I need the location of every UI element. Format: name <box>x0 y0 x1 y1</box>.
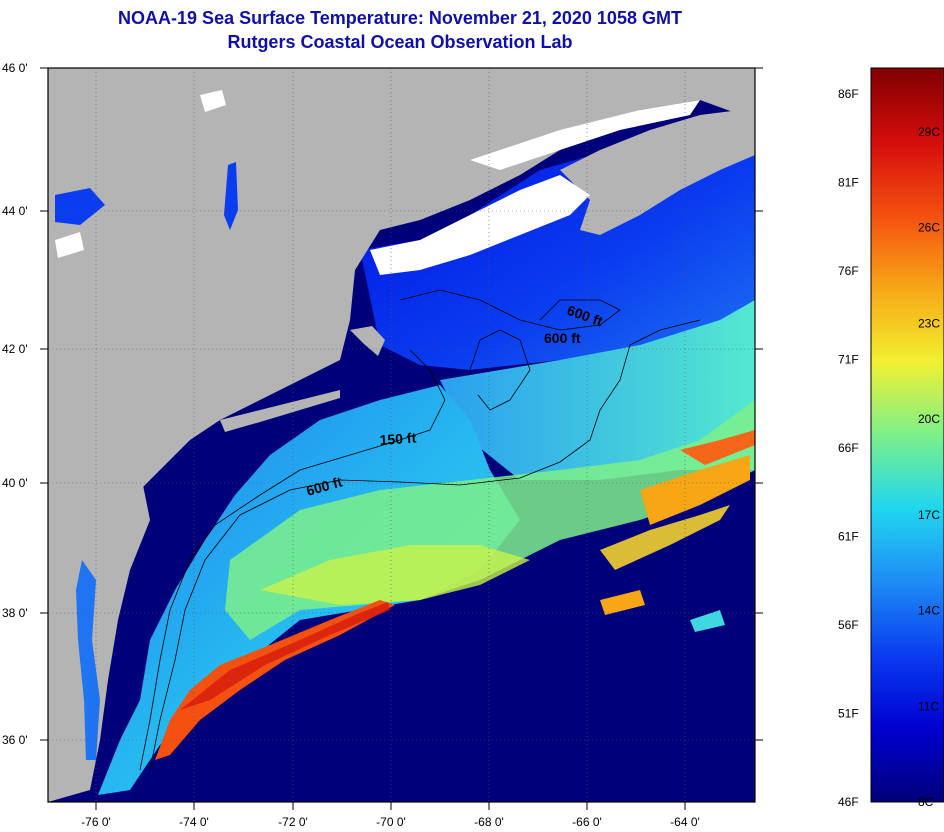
lake-champlain-area <box>55 188 105 225</box>
colorbar-label-c-23C: 23C <box>918 316 940 330</box>
north-america-land <box>48 68 755 802</box>
colorbar-label-c-8C: 8C <box>918 795 934 809</box>
inland-lake <box>224 162 238 230</box>
cloud-bay-of-fundy <box>470 100 700 170</box>
map-subtitle: Rutgers Coastal Ocean Observation Lab <box>227 32 573 52</box>
lon-label-70: -70 0' <box>376 815 406 829</box>
lon-label-68: -68 0' <box>474 815 504 829</box>
lon-label-72: -72 0' <box>278 815 308 829</box>
cloud-inland-1 <box>200 90 226 112</box>
lat-label-40: 40 0' <box>2 476 28 490</box>
sst-map: 600 ft 600 ft 150 ft 600 ft 46 0' 44 0' … <box>2 61 763 829</box>
lon-label-74: -74 0' <box>179 815 209 829</box>
colorbar-label-f-76F: 76F <box>838 264 859 278</box>
gulf-stream-hot-streak <box>180 602 390 710</box>
colorbar-label-c-11C: 11C <box>918 699 939 713</box>
warm-eddy-2 <box>690 610 725 632</box>
long-island-land <box>220 390 340 432</box>
lat-label-38: 38 0' <box>2 606 28 620</box>
contour-georges-bank-600 <box>399 289 621 331</box>
axis-ticks <box>40 67 763 810</box>
cloud-inland-2 <box>55 232 84 258</box>
colorbar-label-f-66F: 66F <box>838 441 859 455</box>
contour-600ft <box>149 319 701 771</box>
colorbar-labels: 86F 81F 76F 71F 66F 61F 56F 51F 46F 29C 26C 23C 20C 1… <box>838 87 940 809</box>
colorbar-label-c-26C: 26C <box>918 221 940 235</box>
map-frame <box>47 67 756 803</box>
map-title: NOAA-19 Sea Surface Temperature: Novembe… <box>118 8 682 28</box>
eastern-warm-filament-2 <box>600 505 730 570</box>
lat-label-36: 36 0' <box>2 733 28 747</box>
cloud-gulf-of-maine <box>370 175 590 275</box>
lon-label-66: -66 0' <box>572 815 602 829</box>
slope-water <box>440 300 755 480</box>
map-plot-area: 600 ft 600 ft 150 ft 600 ft <box>48 68 755 802</box>
warm-eddy-1 <box>600 590 645 615</box>
colorbar-label-f-51F: 51F <box>838 707 859 721</box>
eastern-warm-filament <box>640 455 750 525</box>
lon-label-76: -76 0' <box>81 815 111 829</box>
temperature-colorbar: 86F 81F 76F 71F 66F 61F 56F 51F 46F 29C 26C 23C 20C 1… <box>838 67 944 809</box>
mid-atlantic-land <box>48 470 150 802</box>
lon-label-64: -64 0' <box>670 815 700 829</box>
contour-label-150ft: 150 ft <box>379 429 417 448</box>
colorbar-label-f-86F: 86F <box>838 87 859 101</box>
nova-scotia-land <box>560 110 755 235</box>
colorbar-label-f-56F: 56F <box>838 618 859 632</box>
bathymetry-contours <box>139 289 701 771</box>
eastern-hot-filament <box>680 430 755 465</box>
colorbar-label-c-17C: 17C <box>918 508 940 522</box>
colorbar-bar <box>870 67 944 803</box>
colorbar-label-c-29C: 29C <box>918 125 940 139</box>
lat-label-42: 42 0' <box>2 342 28 356</box>
contour-150ft <box>139 349 446 771</box>
colorbar-label-f-81F: 81F <box>838 176 859 190</box>
contour-georges-bank-shallow <box>469 329 531 411</box>
colorbar-label-c-20C: 20C <box>918 412 940 426</box>
colorbar-label-f-71F: 71F <box>838 353 859 367</box>
colorbar-label-f-61F: 61F <box>838 530 859 544</box>
contour-label-600ft-inner: 600 ft <box>544 330 581 346</box>
colorbar-label-f-46F: 46F <box>838 795 859 809</box>
cape-cod-land <box>350 326 385 356</box>
lat-label-44: 44 0' <box>2 204 28 218</box>
colorbar-label-c-14C: 14C <box>918 604 940 618</box>
slope-yellow-patch <box>260 545 530 605</box>
lat-label-46: 46 0' <box>2 61 28 75</box>
chesapeake-bay <box>76 560 100 760</box>
